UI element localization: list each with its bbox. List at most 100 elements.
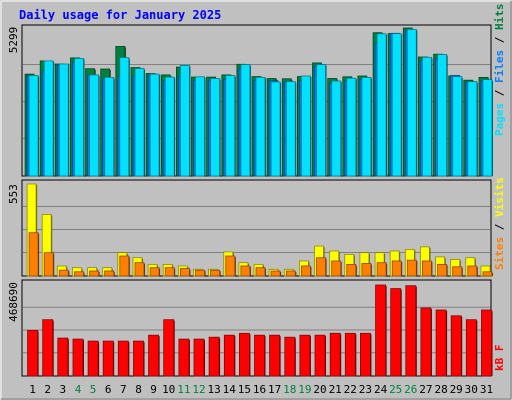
bar-kb-f [269,334,281,377]
bar-pages [437,54,448,177]
bar-pages [225,75,236,177]
legend-pages: Pages [493,103,506,136]
bar-sites [406,259,417,277]
x-tick-label: 19 [298,383,311,396]
hits-y-max-label: 5299 [7,27,20,54]
bar-sites [149,267,160,277]
bar-kb-f [148,334,160,377]
x-axis-labels: 1 2 3 4 5 6 7 8 9 10 11 12 13 14 15 16 17 18 19 20 21 22 23 24 2… [29,383,493,396]
bar-pages [406,28,417,177]
bar-kb-f [27,329,39,377]
bar-kb-f [72,338,84,377]
bar-pages [452,76,463,177]
bar-kb-f [359,332,371,377]
bar-pages [149,73,160,177]
x-tick-label: 17 [268,383,281,396]
bar-sites [210,269,221,277]
bar-kb-f [344,332,356,377]
bar-kb-f [375,284,387,377]
x-tick-label: 28 [434,383,447,396]
legend-files: Files [493,50,506,83]
x-tick-label: 7 [120,383,127,396]
visits-y-max-label: 553 [7,184,20,204]
bar-pages [164,76,175,177]
bar-kb-f [193,338,205,377]
legend-separator: / [493,217,506,237]
bar-kb-f [133,340,144,377]
bar-pages [421,56,432,177]
bar-pages [58,63,69,177]
bar-sites [134,262,145,277]
legend-kb: kB F [493,345,506,372]
bar-pages [376,33,387,177]
bar-pages [89,74,99,177]
bar-kb-f [420,307,432,377]
x-tick-label: 23 [359,383,372,396]
bar-sites [482,271,493,277]
visits-legend: Sites / Visits [493,177,506,270]
bar-sites [331,260,342,277]
bar-kb-f [435,309,447,377]
kbytes-legend: kB F [493,345,506,372]
x-tick-label: 25 [389,383,402,396]
bar-sites [452,266,463,277]
bar-pages [467,81,478,177]
bar-sites [179,268,190,277]
x-tick-label: 14 [223,383,237,396]
bar-sites [285,270,296,277]
bar-kb-f [450,315,462,377]
bar-sites [361,263,372,277]
bar-kb-f [208,336,220,377]
bar-pages [210,78,221,177]
bar-sites [225,255,236,277]
bar-kb-f [163,319,175,377]
bar-pages [119,57,130,177]
hits-legend: Pages / Files / Hits [493,4,506,137]
bar-kb-f [117,340,129,377]
bar-pages [179,65,190,177]
bar-pages [346,77,357,177]
x-tick-label: 2 [44,383,51,396]
x-tick-label: 20 [313,383,326,396]
bar-sites [316,257,326,277]
bar-sites [164,267,175,277]
visits-legend-text: Sites / Visits [493,177,506,270]
bar-sites [74,271,84,277]
x-tick-label: 1 [29,383,36,396]
bar-sites [421,260,432,277]
bar-sites [346,263,357,277]
x-tick-label: 8 [135,383,142,396]
x-tick-label: 26 [404,383,417,396]
x-tick-label: 11 [177,383,190,396]
bar-sites [255,267,266,277]
bar-pages [104,77,115,177]
bar-kb-f [87,340,99,377]
bar-sites [270,270,281,277]
bar-pages [391,33,402,177]
x-tick-label: 13 [207,383,220,396]
x-tick-label: 27 [419,383,432,396]
bar-sites [240,265,251,277]
bar-sites [300,265,311,277]
bar-kb-f [284,336,296,377]
bar-pages [331,80,342,177]
bar-sites [89,270,99,277]
x-tick-label: 15 [238,383,251,396]
bar-kb-f [390,288,402,377]
x-tick-label: 12 [192,383,205,396]
bar-pages [74,58,84,177]
bar-sites [195,269,205,277]
bar-kb-f [481,309,492,377]
bar-pages [285,81,296,177]
x-tick-label: 9 [150,383,157,396]
bar-kb-f [299,334,311,377]
legend-separator: / [493,83,506,103]
bar-pages [482,79,493,177]
legend-separator: / [493,30,506,50]
bar-pages [300,75,311,177]
x-tick-label: 22 [344,383,357,396]
bar-layer [24,27,493,377]
bar-kb-f [102,340,114,377]
